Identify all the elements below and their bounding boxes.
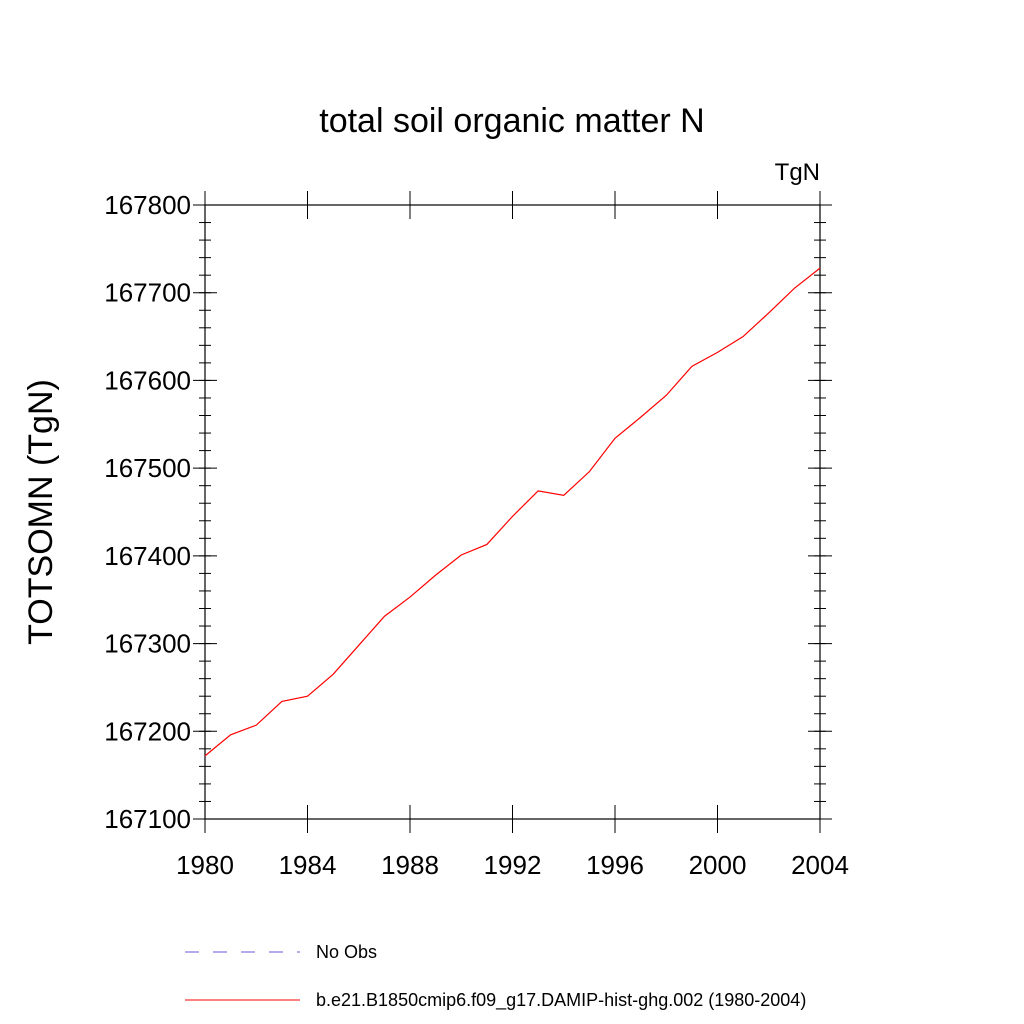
series-line-1 xyxy=(204,267,821,757)
x-tick-label: 1992 xyxy=(484,850,542,880)
y-tick-labels: 167100 167200 167300 167400 167500 167600 1677… xyxy=(104,190,191,834)
chart-title: total soil organic matter N xyxy=(319,102,705,140)
units-label: TgN xyxy=(775,159,820,186)
x-tick-label: 2000 xyxy=(689,850,747,880)
plot-frame xyxy=(204,204,821,820)
x-tick-label: 1996 xyxy=(586,850,644,880)
y-tick-label: 167600 xyxy=(104,365,191,395)
axis-ticks xyxy=(193,191,832,833)
y-axis-label: TOTSOMN (TgN) xyxy=(22,379,60,645)
plot-series xyxy=(204,267,821,757)
y-tick-label: 167800 xyxy=(104,190,191,220)
y-tick-label: 167100 xyxy=(104,804,191,834)
y-tick-label: 167200 xyxy=(104,716,191,746)
legend-label-model: b.e21.B1850cmip6.f09_g17.DAMIP-hist-ghg.… xyxy=(316,990,806,1011)
x-tick-labels: 1980 1984 1988 1992 1996 2000 2004 xyxy=(176,850,849,880)
x-tick-label: 1984 xyxy=(279,850,337,880)
y-tick-label: 167300 xyxy=(104,629,191,659)
y-tick-label: 167400 xyxy=(104,541,191,571)
y-tick-label: 167500 xyxy=(104,453,191,483)
legend: No Obs b.e21.B1850cmip6.f09_g17.DAMIP-hi… xyxy=(185,942,806,1011)
x-tick-label: 2004 xyxy=(791,850,849,880)
x-tick-label: 1980 xyxy=(176,850,234,880)
y-tick-label: 167700 xyxy=(104,278,191,308)
legend-label-no-obs: No Obs xyxy=(316,942,377,962)
x-tick-label: 1988 xyxy=(381,850,439,880)
